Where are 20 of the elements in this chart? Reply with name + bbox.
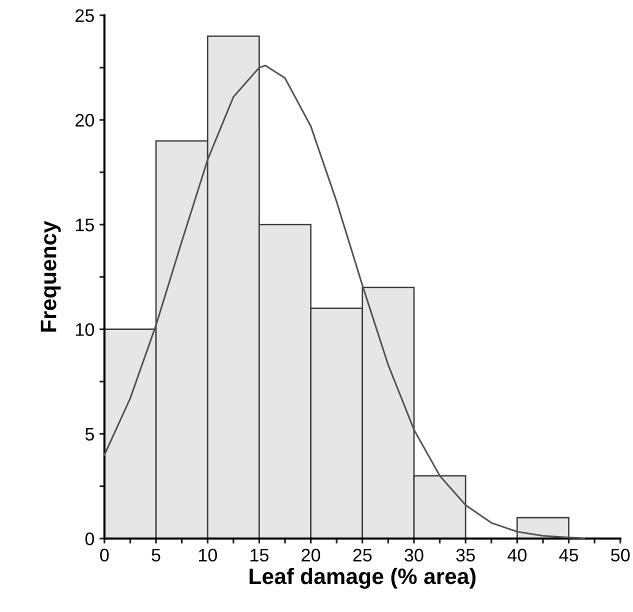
y-tick-label: 10 [76, 323, 94, 336]
x-tick-label: 40 [508, 548, 526, 562]
x-tick-label: 50 [611, 548, 630, 562]
x-tick-label: 5 [152, 548, 160, 562]
line-series [104, 64, 586, 539]
x-tick-label: 20 [302, 548, 320, 562]
x-tick-label: 30 [404, 548, 424, 562]
y-tick-label: 15 [76, 218, 94, 232]
x-axis-title: Leaf damage (% area) [250, 568, 476, 589]
y-tick-label: 0 [85, 532, 94, 546]
x-tick-label: 10 [198, 548, 217, 562]
x-tick-label: 15 [250, 548, 268, 562]
y-tick-label: 25 [76, 9, 94, 22]
x-tick-label: 0 [100, 548, 109, 562]
y-tick-label: 5 [85, 428, 94, 441]
y-tick-label: 20 [76, 114, 94, 127]
x-tick-label: 25 [353, 548, 372, 562]
x-tick-label: 35 [456, 548, 475, 562]
y-axis-title: Frequency [40, 220, 61, 332]
x-tick-label: 45 [559, 548, 578, 562]
